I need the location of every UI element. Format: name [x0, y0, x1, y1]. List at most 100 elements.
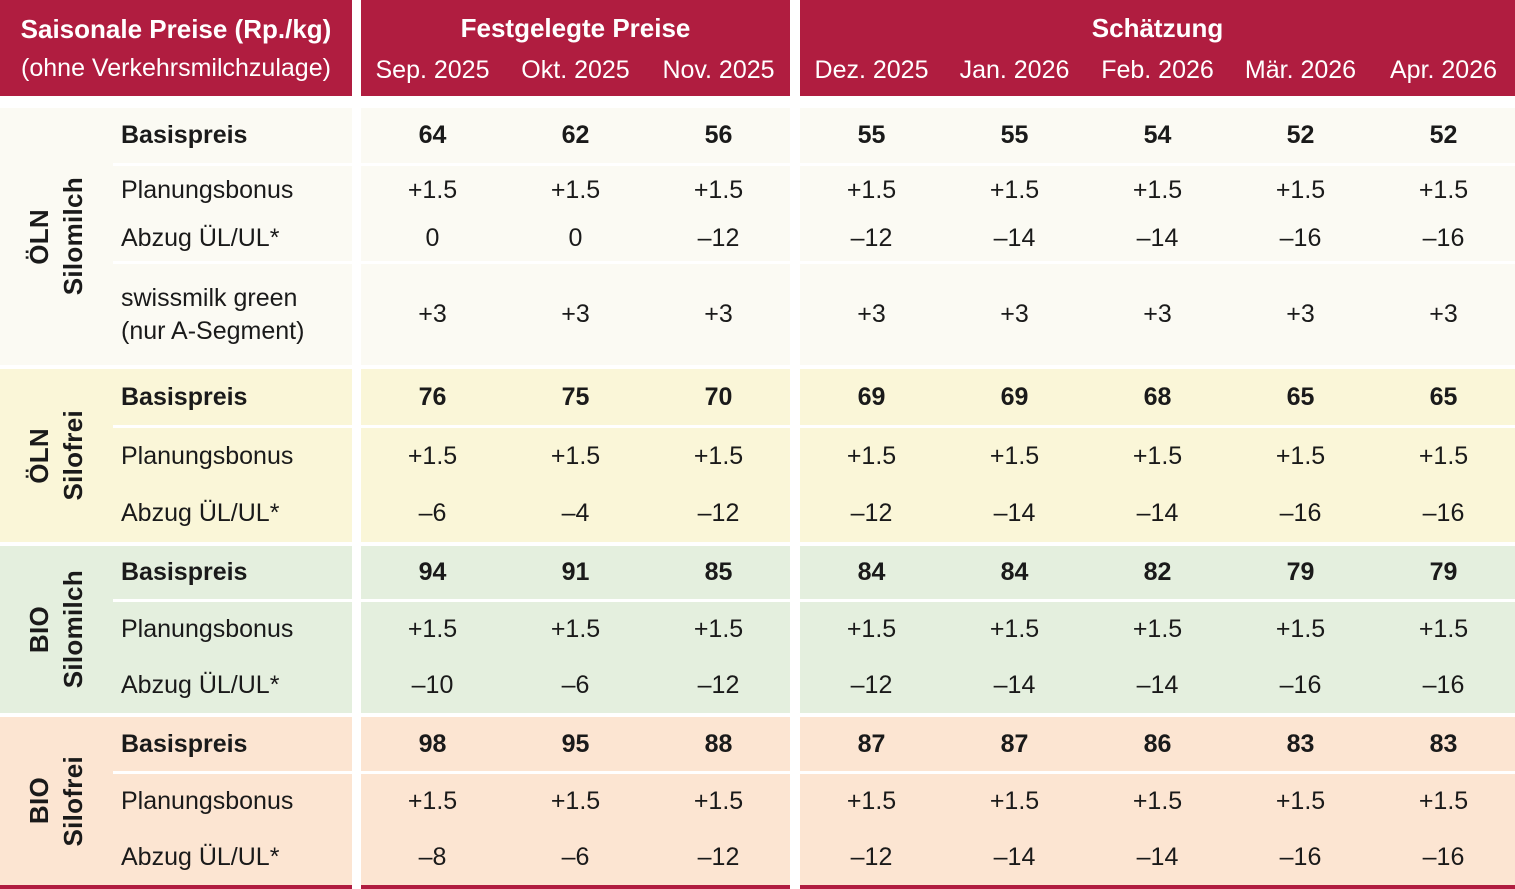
- price-cell: +1.5: [550, 615, 601, 643]
- price-cell: –14: [1136, 499, 1179, 527]
- price-cell: 55: [800, 108, 943, 166]
- section-title-estimate: Schätzung: [1091, 12, 1224, 43]
- price-cell: +1.5: [693, 615, 744, 643]
- month-header: Apr. 2026: [1389, 55, 1498, 84]
- price-cell: +1.5: [846, 787, 897, 815]
- row-label: Planungsbonus: [121, 615, 294, 644]
- price-cell: 84: [800, 546, 943, 602]
- price-cell: 65: [1229, 369, 1372, 428]
- group-bio-silofrei: BIO Silofrei Basispreis 98 95 88 87 87 86 83 83 Pla…: [0, 717, 1515, 885]
- price-cell: 70: [647, 369, 790, 428]
- price-cell: –6: [561, 670, 590, 699]
- row-label: swissmilk green (nur A-Segment): [121, 284, 305, 345]
- group-label-text: ÖLN: [24, 427, 54, 484]
- price-cell: –16: [1422, 670, 1465, 699]
- price-cell: 0: [504, 215, 647, 264]
- price-cell: +1.5: [1275, 442, 1326, 470]
- row-label: Planungsbonus: [121, 787, 294, 816]
- price-cell: 85: [647, 546, 790, 602]
- price-cell: +1.5: [1418, 787, 1469, 815]
- month-header: Dez. 2025: [814, 55, 929, 84]
- price-cell: 98: [361, 717, 504, 774]
- price-cell: +1.5: [1132, 787, 1183, 815]
- price-cell: +1.5: [1275, 787, 1326, 815]
- month-header: Jan. 2026: [959, 55, 1070, 84]
- price-cell: +1.5: [1132, 615, 1183, 643]
- price-cell: +3: [1000, 300, 1029, 328]
- group-label-text: BIO: [24, 605, 54, 654]
- month-header: Nov. 2025: [662, 55, 775, 84]
- price-cell: +1.5: [1275, 176, 1326, 204]
- price-cell: 87: [943, 717, 1086, 774]
- price-cell: +1.5: [1132, 442, 1183, 470]
- price-cell: –4: [561, 499, 590, 527]
- column-spacer: [790, 546, 800, 713]
- price-cell: 82: [1086, 546, 1229, 602]
- price-cell: +3: [1286, 300, 1315, 328]
- column-spacer: [352, 108, 361, 365]
- row-label: Abzug ÜL/UL*: [121, 842, 280, 871]
- price-cell: +1.5: [693, 176, 744, 204]
- price-cell: 64: [361, 108, 504, 166]
- price-cell: +1.5: [1418, 615, 1469, 643]
- price-cell: 54: [1086, 108, 1229, 166]
- month-header-row: Sep. 2025 Okt. 2025 Nov. 2025: [361, 52, 790, 96]
- price-cell: +1.5: [1418, 442, 1469, 470]
- month-header: Sep. 2025: [375, 55, 490, 84]
- price-cell: +1.5: [846, 615, 897, 643]
- bottom-strip-segment: [800, 885, 1515, 889]
- corner-header: Saisonale Preise (Rp./kg) (ohne Verkehrs…: [0, 0, 352, 96]
- price-cell: –12: [697, 670, 740, 699]
- price-cell: 83: [1372, 717, 1515, 774]
- price-cell: –14: [1136, 842, 1179, 871]
- price-cell: +1.5: [693, 442, 744, 470]
- price-cell: +1.5: [1418, 176, 1469, 204]
- price-cell: –14: [943, 215, 1086, 264]
- column-spacer: [352, 546, 361, 713]
- month-header-row: Dez. 2025 Jan. 2026 Feb. 2026 Mär. 2026 Apr.…: [800, 52, 1515, 96]
- price-cell: +1.5: [1275, 615, 1326, 643]
- price-cell: 56: [647, 108, 790, 166]
- price-cell: 91: [504, 546, 647, 602]
- price-cell: –12: [697, 842, 740, 871]
- price-cell: –16: [1229, 215, 1372, 264]
- row-label: Abzug ÜL/UL*: [113, 215, 352, 264]
- table-subtitle: (ohne Verkehrsmilchzulage): [21, 53, 331, 82]
- price-cell: –12: [697, 499, 740, 527]
- price-cell: 76: [361, 369, 504, 428]
- row-label: Basispreis: [113, 369, 352, 428]
- group-label-text: Silofrei: [58, 755, 88, 847]
- group-label-text: Silomilch: [58, 570, 88, 689]
- price-cell: +3: [561, 300, 590, 328]
- price-cell: –16: [1422, 499, 1465, 527]
- price-cell: 95: [504, 717, 647, 774]
- group-label: ÖLN Silomilch: [0, 108, 113, 365]
- price-cell: +1.5: [989, 787, 1040, 815]
- column-spacer: [352, 369, 361, 542]
- column-spacer: [790, 369, 800, 542]
- month-header: Okt. 2025: [521, 55, 630, 84]
- price-cell: +3: [418, 300, 447, 328]
- header-gap: [0, 96, 1515, 108]
- price-cell: +1.5: [407, 787, 458, 815]
- row-label: Basispreis: [113, 546, 352, 602]
- price-cell: –14: [993, 499, 1036, 527]
- price-cell: +1.5: [846, 176, 897, 204]
- price-cell: +1.5: [550, 442, 601, 470]
- group-oeln-silofrei: ÖLN Silofrei Basispreis 76 75 70 69 69 68 65 65 Pla…: [0, 369, 1515, 542]
- price-cell: +3: [704, 300, 733, 328]
- price-cell: 0: [361, 215, 504, 264]
- price-cell: 52: [1229, 108, 1372, 166]
- group-label-text: Silomilch: [58, 177, 88, 296]
- price-cell: +1.5: [550, 176, 601, 204]
- section-header-fixed-prices: Festgelegte Preise Sep. 2025 Okt. 2025 Nov…: [361, 0, 790, 96]
- price-cell: 94: [361, 546, 504, 602]
- price-cell: 69: [943, 369, 1086, 428]
- bottom-strip-segment: [0, 885, 352, 889]
- price-cell: –6: [418, 499, 447, 527]
- price-cell: +1.5: [407, 615, 458, 643]
- price-cell: +1.5: [989, 615, 1040, 643]
- price-cell: 83: [1229, 717, 1372, 774]
- price-cell: –14: [1086, 215, 1229, 264]
